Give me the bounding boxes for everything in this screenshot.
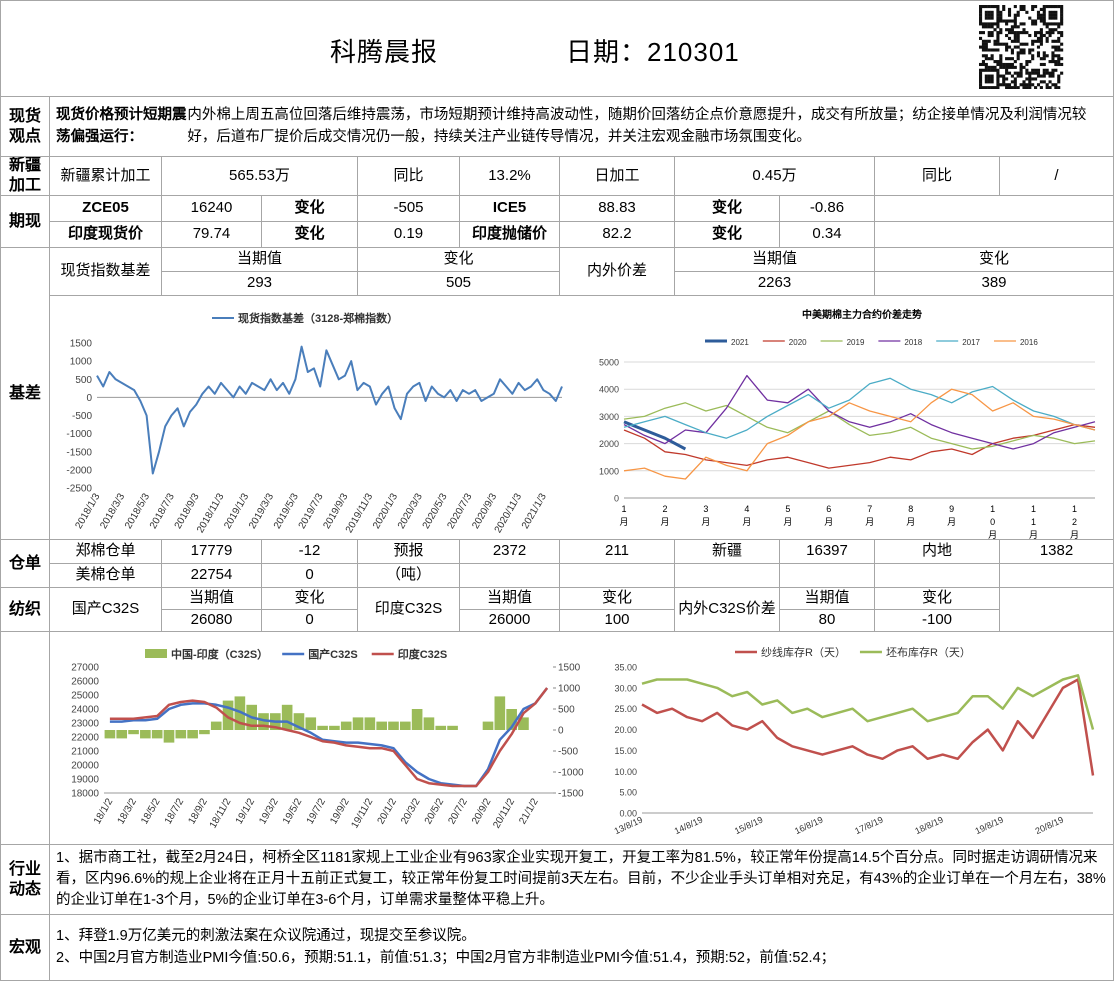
cell: 505 — [358, 272, 560, 296]
cell: 100 — [560, 610, 675, 632]
cell: 内地 — [875, 540, 1000, 564]
empty-cell — [875, 222, 1114, 248]
header — [0, 0, 1114, 97]
cell: 0.19 — [358, 222, 460, 248]
cell: 0 — [262, 610, 358, 632]
cell: 当期值 — [675, 248, 875, 272]
cell: 郑棉仓单 — [50, 540, 162, 564]
cell: 389 — [875, 272, 1114, 296]
cell: 565.53万 — [162, 157, 358, 196]
cell: 当期值 — [162, 588, 262, 610]
cell: 新疆 — [675, 540, 780, 564]
section-label: 新疆加工 — [0, 157, 50, 196]
cell: 当期值 — [460, 588, 560, 610]
lead: 现货价格预计短期震荡偏强运行： — [56, 107, 187, 145]
cell: 变化 — [560, 588, 675, 610]
cell: 预报 — [358, 540, 460, 564]
cell: 16397 — [780, 540, 875, 564]
cell: / — [1000, 157, 1114, 196]
cell: 内外价差 — [560, 248, 675, 296]
cell: 现货指数基差 — [50, 248, 162, 296]
spot-view: 现货价格预计短期震荡偏强运行： 内外棉上周五高位回落后维持震荡，市场短期预计维持高… — [50, 97, 1114, 157]
section-label: 基差 — [0, 248, 50, 540]
cell: 17779 — [162, 540, 262, 564]
cell: 变化 — [262, 588, 358, 610]
cell: 变化 — [675, 196, 780, 222]
macro-item: 2、中国2月官方制造业PMI今值:50.6，预期:51.1，前值:51.3；中国… — [56, 949, 836, 966]
cell: 293 — [162, 272, 358, 296]
cell: 日加工 — [560, 157, 675, 196]
cell: 0.34 — [780, 222, 875, 248]
cell: 22754 — [162, 564, 262, 588]
cell: -505 — [358, 196, 460, 222]
cell: 2372 — [460, 540, 560, 564]
empty-cell — [460, 564, 560, 588]
cell: 同比 — [358, 157, 460, 196]
cell: 变化 — [875, 248, 1114, 272]
cell: 变化 — [262, 196, 358, 222]
cell: 变化 — [262, 222, 358, 248]
cell: -100 — [875, 610, 1000, 632]
empty-cell — [875, 564, 1000, 588]
cell: 变化 — [875, 588, 1000, 610]
cell: 印度抛储价 — [460, 222, 560, 248]
cell: 美棉仓单 — [50, 564, 162, 588]
cell: 当期值 — [162, 248, 358, 272]
section-label: 现货观点 — [0, 97, 50, 157]
industry-news: 1、据市商工社，截至2月24日，柯桥全区1181家规上工业企业有963家企业实现… — [50, 845, 1114, 915]
macro-news: 1、拜登1.9万亿美元的刺激法案在众议院通过，现提交至参议院。 2、中国2月官方制… — [50, 915, 1114, 981]
cell: 79.74 — [162, 222, 262, 248]
section-label: 纺织 — [0, 588, 50, 632]
cell: 26000 — [460, 610, 560, 632]
empty-cell — [1000, 588, 1114, 632]
cell: 当期值 — [780, 588, 875, 610]
cell: 新疆累计加工 — [50, 157, 162, 196]
cell: 印度C32S — [358, 588, 460, 632]
chart-area — [50, 296, 1114, 540]
cell: ZCE05 — [50, 196, 162, 222]
cell: ICE5 — [460, 196, 560, 222]
empty-cell — [1000, 564, 1114, 588]
empty-cell — [875, 196, 1114, 222]
chart-area — [50, 632, 1114, 845]
empty-cell — [560, 564, 675, 588]
cell: 2263 — [675, 272, 875, 296]
cell: -12 — [262, 540, 358, 564]
cell: 26080 — [162, 610, 262, 632]
cell: 88.83 — [560, 196, 675, 222]
cell: 211 — [560, 540, 675, 564]
section-label — [0, 632, 50, 845]
cell: 13.2% — [460, 157, 560, 196]
qr-code — [979, 5, 1064, 89]
section-label: 行业动态 — [0, 845, 50, 915]
section-label: 仓单 — [0, 540, 50, 588]
cell: 82.2 — [560, 222, 675, 248]
cell: 0.45万 — [675, 157, 875, 196]
cell: 16240 — [162, 196, 262, 222]
report-title: 科腾晨报 — [330, 37, 439, 67]
macro-item: 1、拜登1.9万亿美元的刺激法案在众议院通过，现提交至参议院。 — [56, 928, 476, 945]
empty-cell — [780, 564, 875, 588]
cell: （吨） — [358, 564, 460, 588]
cell: 0 — [262, 564, 358, 588]
cell: -0.86 — [780, 196, 875, 222]
report-date: 日期：210301 — [566, 37, 740, 67]
cell: 印度现货价 — [50, 222, 162, 248]
cell: 变化 — [358, 248, 560, 272]
cell: 国产C32S — [50, 588, 162, 632]
text: 内外棉上周五高位回落后维持震荡，市场短期预计维持高波动性，随期价回落纺企点价意愿… — [187, 107, 1087, 145]
cell: 变化 — [675, 222, 780, 248]
cell: 80 — [780, 610, 875, 632]
cell: 内外C32S价差 — [675, 588, 780, 632]
empty-cell — [675, 564, 780, 588]
section-label: 宏观 — [0, 915, 50, 981]
cell: 1382 — [1000, 540, 1114, 564]
cell: 同比 — [875, 157, 1000, 196]
section-label: 期现 — [0, 196, 50, 248]
